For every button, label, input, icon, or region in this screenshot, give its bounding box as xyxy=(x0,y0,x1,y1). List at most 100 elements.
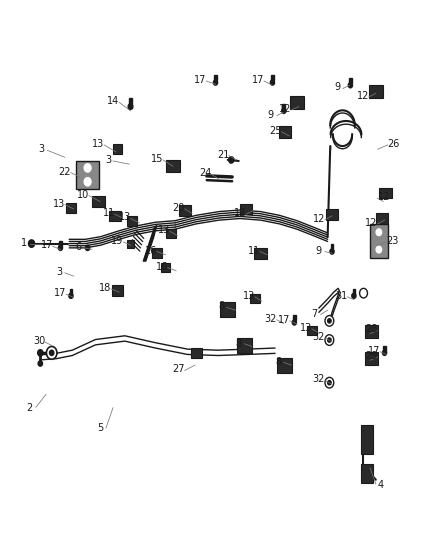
Bar xyxy=(271,75,274,80)
Text: 17: 17 xyxy=(194,75,207,85)
Text: 10: 10 xyxy=(77,190,89,199)
Text: 12: 12 xyxy=(365,218,378,228)
Circle shape xyxy=(229,157,234,163)
Bar xyxy=(237,338,252,353)
Bar xyxy=(254,248,267,259)
Bar xyxy=(353,288,355,294)
Bar xyxy=(92,196,105,207)
Text: 9: 9 xyxy=(316,246,322,255)
Text: 28: 28 xyxy=(365,325,378,334)
Text: 12: 12 xyxy=(313,214,325,223)
Text: 8: 8 xyxy=(236,339,242,349)
Text: 13: 13 xyxy=(243,291,255,301)
Text: 11: 11 xyxy=(102,208,115,218)
Circle shape xyxy=(28,240,35,247)
Text: 22: 22 xyxy=(59,167,71,176)
Text: 16: 16 xyxy=(156,262,168,271)
Bar xyxy=(127,240,134,248)
Circle shape xyxy=(328,319,331,323)
Bar xyxy=(383,345,386,351)
Bar xyxy=(365,352,378,365)
Text: 14: 14 xyxy=(107,96,119,106)
Bar xyxy=(59,240,62,246)
Bar xyxy=(166,229,176,238)
Text: 1: 1 xyxy=(21,238,27,247)
Circle shape xyxy=(38,361,42,366)
Circle shape xyxy=(49,350,54,356)
Text: 13: 13 xyxy=(53,199,65,208)
Circle shape xyxy=(382,350,387,356)
Bar xyxy=(370,224,388,258)
Text: 16: 16 xyxy=(145,246,157,255)
Text: 17: 17 xyxy=(278,315,290,325)
Bar xyxy=(191,348,201,358)
Text: 11: 11 xyxy=(248,246,260,255)
Text: 12: 12 xyxy=(279,104,292,114)
Circle shape xyxy=(376,246,381,253)
Text: 25: 25 xyxy=(269,126,281,135)
Text: 13: 13 xyxy=(300,323,312,333)
Bar xyxy=(290,96,304,109)
Circle shape xyxy=(376,229,381,236)
Bar xyxy=(129,99,132,104)
Text: 32: 32 xyxy=(313,332,325,342)
Circle shape xyxy=(46,346,57,359)
Text: 29: 29 xyxy=(365,351,378,361)
Text: 12: 12 xyxy=(234,208,246,218)
Bar xyxy=(240,204,252,214)
Bar xyxy=(113,144,122,154)
Circle shape xyxy=(38,350,43,356)
Circle shape xyxy=(325,377,334,388)
Circle shape xyxy=(213,80,218,85)
Bar xyxy=(326,209,338,220)
Circle shape xyxy=(128,104,133,109)
Circle shape xyxy=(84,177,91,186)
Bar xyxy=(369,85,383,98)
Text: 13: 13 xyxy=(92,139,105,149)
Text: 27: 27 xyxy=(173,365,185,374)
Bar xyxy=(66,203,76,213)
Text: 13: 13 xyxy=(119,213,131,222)
Text: 3: 3 xyxy=(106,155,112,165)
Bar xyxy=(293,315,296,320)
Bar xyxy=(277,358,293,373)
Text: 3: 3 xyxy=(56,267,62,277)
Bar xyxy=(127,216,137,226)
Circle shape xyxy=(282,108,286,114)
Circle shape xyxy=(325,335,334,345)
Bar xyxy=(76,161,99,189)
Text: 9: 9 xyxy=(268,110,274,119)
Bar xyxy=(349,78,352,83)
Text: 26: 26 xyxy=(387,139,399,149)
Bar xyxy=(70,288,72,294)
Text: 6: 6 xyxy=(75,242,81,252)
Text: 32: 32 xyxy=(265,314,277,324)
Circle shape xyxy=(348,83,353,88)
Text: 3: 3 xyxy=(39,144,45,154)
Circle shape xyxy=(270,80,275,85)
Bar xyxy=(331,244,333,249)
Text: 12: 12 xyxy=(378,192,391,202)
Bar xyxy=(361,464,373,483)
Bar xyxy=(365,325,378,338)
Text: 5: 5 xyxy=(97,423,103,433)
Text: 18: 18 xyxy=(99,283,111,293)
Circle shape xyxy=(352,293,356,298)
Text: 30: 30 xyxy=(33,336,46,346)
Text: 31: 31 xyxy=(336,291,348,301)
Bar xyxy=(166,160,180,172)
Circle shape xyxy=(328,338,331,342)
Text: 23: 23 xyxy=(386,236,398,246)
Text: 20: 20 xyxy=(173,203,185,213)
Bar xyxy=(250,294,260,303)
Text: 17: 17 xyxy=(252,75,265,85)
Bar xyxy=(220,302,236,317)
Circle shape xyxy=(360,288,367,298)
Text: 9: 9 xyxy=(334,83,340,92)
Text: 2: 2 xyxy=(27,403,33,413)
Text: 15: 15 xyxy=(151,154,163,164)
Text: 32: 32 xyxy=(313,375,325,384)
Bar xyxy=(112,285,123,296)
Text: 8: 8 xyxy=(218,302,224,311)
Text: 7: 7 xyxy=(311,310,318,319)
